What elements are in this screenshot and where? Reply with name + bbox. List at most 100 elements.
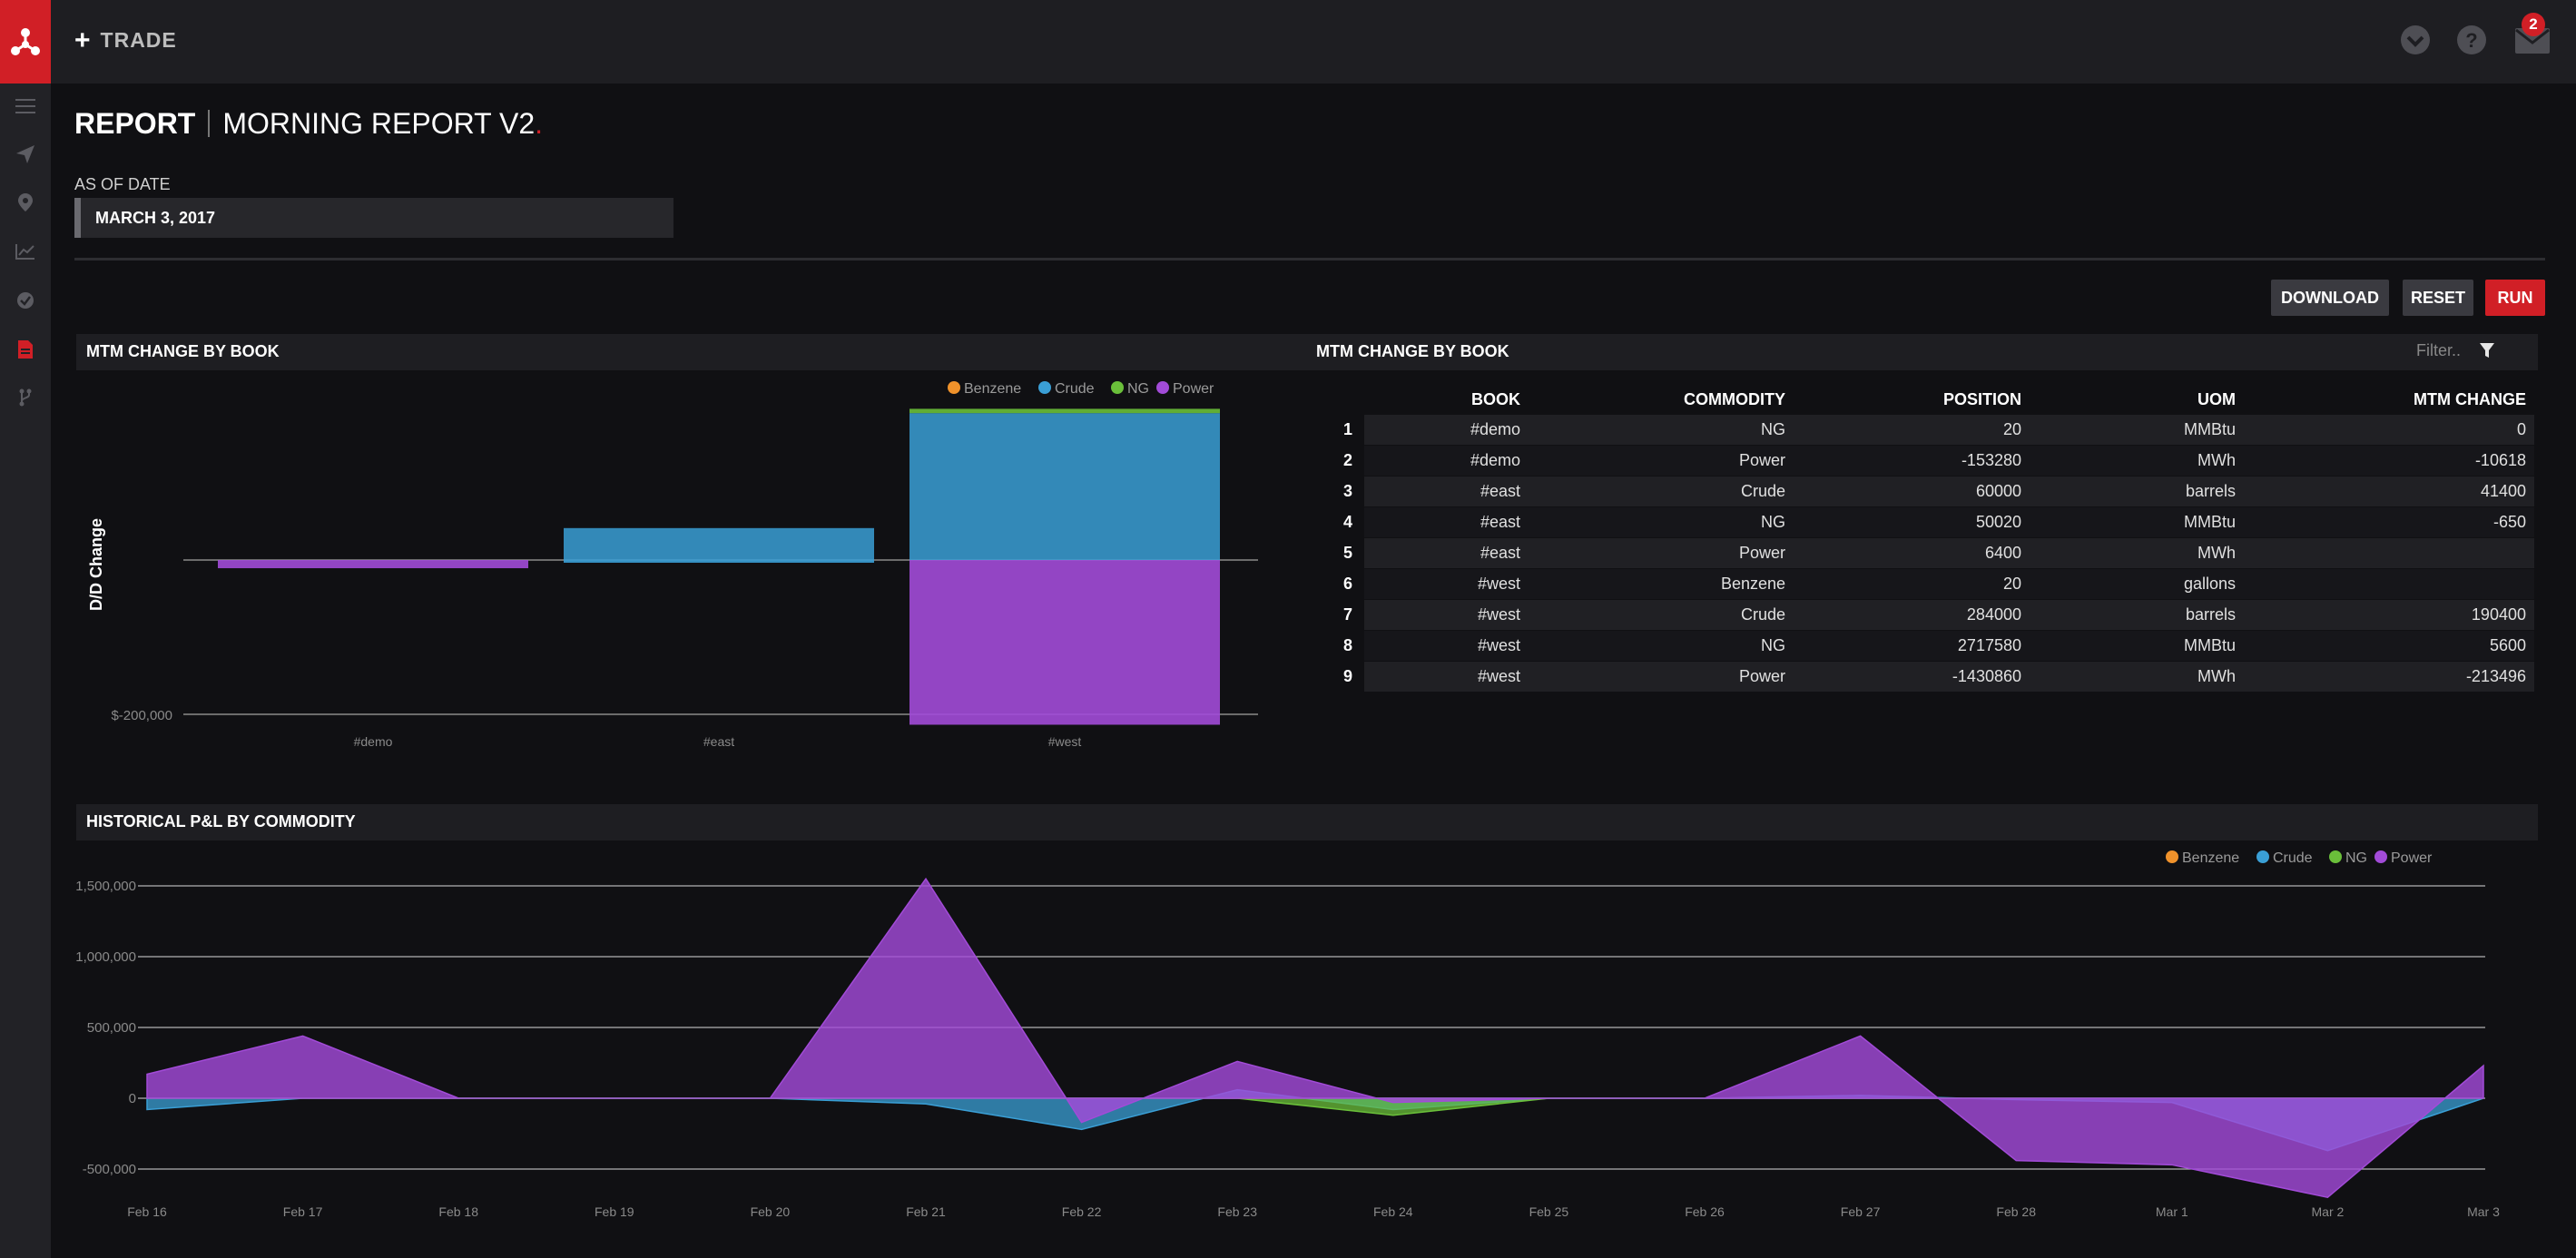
cell-book: #demo xyxy=(1470,420,1520,438)
cell-position: 60000 xyxy=(1975,482,2021,500)
pnl-y-tick: 500,000 xyxy=(87,1020,136,1036)
pnl-x-tick: Feb 27 xyxy=(1841,1204,1881,1219)
cell-mtm-change: 41400 xyxy=(2480,482,2526,500)
mail-icon[interactable] xyxy=(2514,25,2551,54)
cell-mtm-change: -650 xyxy=(2492,513,2526,531)
pnl-x-tick: Feb 18 xyxy=(438,1204,478,1219)
cell-uom: gallons xyxy=(2183,575,2236,593)
legend-swatch-benzene xyxy=(948,381,960,394)
map-pin-icon[interactable] xyxy=(13,190,38,215)
legend-swatch-power xyxy=(1156,381,1169,394)
document-icon[interactable] xyxy=(13,337,38,362)
table-row[interactable] xyxy=(1364,477,2534,506)
cell-uom: barrels xyxy=(2185,482,2236,500)
cell-uom: MMBtu xyxy=(2183,420,2236,438)
column-header-position[interactable]: POSITION xyxy=(1942,390,2021,408)
table-row[interactable] xyxy=(1364,631,2534,661)
bar-demo-power xyxy=(218,560,528,569)
plus-icon: + xyxy=(74,25,92,55)
pnl-x-tick: Feb 19 xyxy=(595,1204,634,1219)
cell-uom: MWh xyxy=(2197,451,2236,469)
table-row[interactable] xyxy=(1364,569,2534,599)
pnl-x-tick: Feb 23 xyxy=(1217,1204,1257,1219)
cell-book: #west xyxy=(1477,636,1520,654)
table-row[interactable] xyxy=(1364,600,2534,630)
chevron-down-circle-icon[interactable] xyxy=(2399,24,2432,56)
trade-menu[interactable]: + TRADE xyxy=(74,25,177,56)
help-icon[interactable]: ? xyxy=(2455,24,2488,56)
page-title: REPORT MORNING REPORT V2. xyxy=(74,107,543,141)
column-header-commodity[interactable]: COMMODITY xyxy=(1684,390,1785,408)
legend-label-power: Power xyxy=(1173,381,1214,397)
column-header-book[interactable]: BOOK xyxy=(1471,390,1520,408)
divider xyxy=(74,258,2545,260)
cell-uom: MMBtu xyxy=(2183,513,2236,531)
filter-placeholder: Filter.. xyxy=(2416,341,2462,359)
legend-swatch-crude xyxy=(1038,381,1051,394)
bar-west-power xyxy=(909,560,1220,725)
title-dot: . xyxy=(535,107,543,140)
bar-y-tick: $-200,000 xyxy=(111,708,172,723)
send-icon[interactable] xyxy=(13,142,38,167)
pnl-y-tick: -500,000 xyxy=(83,1162,136,1177)
table-row[interactable] xyxy=(1364,538,2534,568)
trend-chart-icon[interactable] xyxy=(13,239,38,264)
historical-pnl-chart: 1,500,000 1,000,000 500,000 0 -500,000 Feb 16… xyxy=(75,850,2500,1219)
column-header-uom[interactable]: UOM xyxy=(2197,390,2236,408)
reset-button[interactable]: RESET xyxy=(2403,280,2473,316)
run-button[interactable]: RUN xyxy=(2485,280,2545,316)
as-of-date-label: AS OF DATE xyxy=(74,175,171,193)
table-row[interactable] xyxy=(1364,507,2534,537)
cell-mtm-change: 190400 xyxy=(2471,605,2526,624)
check-circle-icon[interactable] xyxy=(13,288,38,313)
cell-position: -1430860 xyxy=(1952,667,2021,685)
pnl-x-tick: Feb 25 xyxy=(1529,1204,1569,1219)
branch-icon[interactable] xyxy=(13,385,38,410)
cell-position: 2717580 xyxy=(1957,636,2021,654)
cell-book: #demo xyxy=(1470,451,1520,469)
report-name: MORNING REPORT V2 xyxy=(222,107,536,140)
line-chart-title: HISTORICAL P&L BY COMMODITY xyxy=(86,812,356,830)
legend-swatch-crude xyxy=(2256,850,2269,863)
pnl-x-tick: Mar 1 xyxy=(2156,1204,2188,1219)
cell-mtm-change: -213496 xyxy=(2465,667,2526,685)
pnl-x-tick: Feb 17 xyxy=(283,1204,323,1219)
report-label: REPORT xyxy=(74,107,196,140)
column-header-mtm-change[interactable]: MTM CHANGE xyxy=(2414,390,2526,408)
bar-chart-title: MTM CHANGE BY BOOK xyxy=(86,342,280,360)
cell-mtm-change: 0 xyxy=(2516,420,2526,438)
title-divider xyxy=(208,110,211,137)
bar-west-crude xyxy=(909,413,1220,560)
cell-commodity: Power xyxy=(1738,667,1785,685)
cell-mtm-change: -10618 xyxy=(2474,451,2526,469)
bar-east-ng xyxy=(564,560,874,563)
legend-label-ng: NG xyxy=(2345,850,2367,866)
download-button[interactable]: DOWNLOAD xyxy=(2271,280,2389,316)
cell-commodity: NG xyxy=(1761,636,1785,654)
table-row[interactable] xyxy=(1364,446,2534,476)
legend-label-benzene: Benzene xyxy=(964,381,1021,397)
pnl-x-tick: Feb 16 xyxy=(127,1204,167,1219)
cell-row-number: 4 xyxy=(1342,513,1352,531)
cell-commodity: Power xyxy=(1738,544,1785,562)
legend-swatch-ng xyxy=(2329,850,2342,863)
pnl-x-tick: Feb 28 xyxy=(1996,1204,2036,1219)
as-of-date-input[interactable]: MARCH 3, 2017 xyxy=(74,198,673,238)
bar-west-ng xyxy=(909,408,1220,414)
cell-commodity: Crude xyxy=(1740,482,1785,500)
table-row[interactable] xyxy=(1364,415,2534,445)
app-logo[interactable] xyxy=(0,0,51,84)
menu-icon[interactable] xyxy=(13,93,38,119)
legend-label-crude: Crude xyxy=(1055,381,1095,397)
bar-x-tick: #demo xyxy=(354,734,393,749)
cell-commodity: NG xyxy=(1761,513,1785,531)
filter-input[interactable]: Filter.. xyxy=(2416,341,2495,360)
pnl-x-tick: Feb 22 xyxy=(1062,1204,1102,1219)
cell-position: 50020 xyxy=(1975,513,2021,531)
cell-row-number: 7 xyxy=(1342,605,1352,624)
table-row[interactable] xyxy=(1364,662,2534,692)
mtm-bar-chart: D/D Change $-200,000 #demo #east #west Benzen… xyxy=(87,381,1258,749)
bar-x-tick: #east xyxy=(703,734,734,749)
pnl-x-tick: Feb 24 xyxy=(1373,1204,1413,1219)
sidebar xyxy=(0,0,51,1258)
